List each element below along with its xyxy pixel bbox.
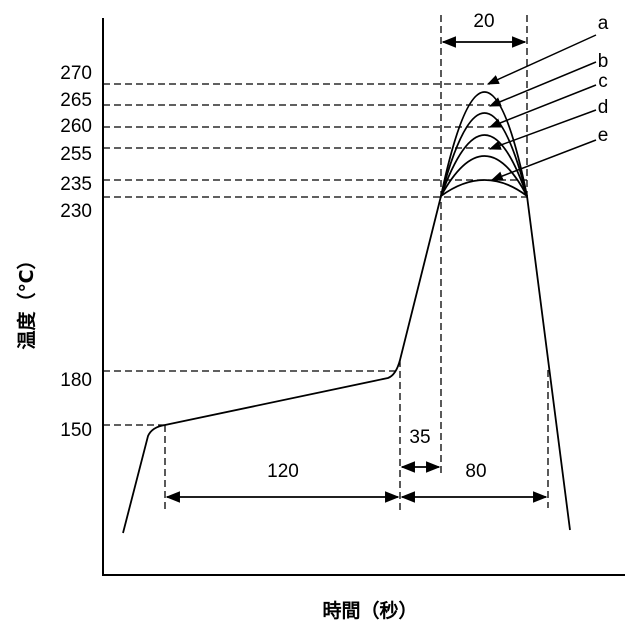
y-label: 150	[60, 420, 92, 441]
dimension-label: 20	[473, 11, 494, 32]
y-label: 270	[60, 63, 92, 84]
dimension-label: 35	[409, 427, 430, 448]
y-label: 260	[60, 116, 92, 137]
leader-arrows	[488, 35, 596, 180]
x-axis-title: 時間（秒）	[322, 599, 417, 622]
diagram: 270 265 260 255 235 230 180 150 20 120 3…	[0, 0, 640, 640]
reference-lines	[103, 15, 548, 512]
curve-label: c	[598, 71, 608, 92]
y-label: 230	[60, 201, 92, 222]
y-label: 235	[60, 174, 92, 195]
curve-label: e	[598, 125, 609, 146]
y-label: 180	[60, 370, 92, 391]
curve-label: b	[598, 51, 609, 72]
dimension-arrows	[167, 42, 546, 497]
y-label: 265	[60, 90, 92, 111]
curve-label: d	[598, 97, 609, 118]
temperature-profile	[123, 196, 570, 533]
dimension-label: 80	[465, 461, 486, 482]
y-label: 255	[60, 144, 92, 165]
y-axis-title: 温度（℃）	[15, 250, 38, 349]
curve-label: a	[598, 13, 609, 34]
dimension-label: 120	[267, 461, 299, 482]
axes	[103, 18, 625, 575]
